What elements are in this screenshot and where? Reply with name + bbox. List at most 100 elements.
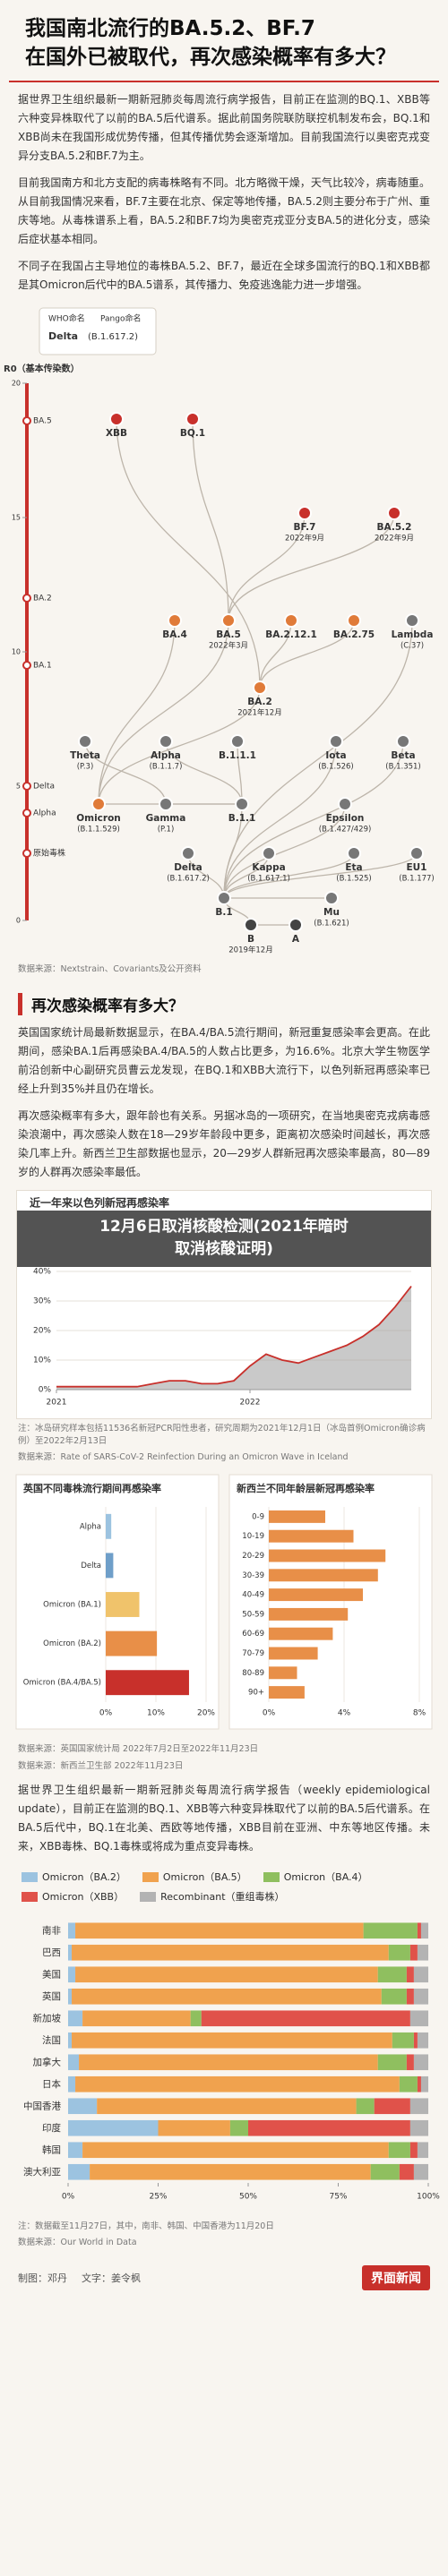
variant-name: A <box>292 934 300 945</box>
bar-segment <box>68 2119 159 2136</box>
bar-segment <box>68 2054 80 2070</box>
bar-segment <box>158 2119 230 2136</box>
tick-label: 10 <box>12 648 21 656</box>
variant-node <box>230 734 245 749</box>
lineage-link <box>98 620 176 805</box>
bar <box>269 1511 325 1524</box>
legend-item: Omicron（XBB） <box>22 1889 124 1904</box>
variant-name: B.1 <box>215 907 232 918</box>
bar-segment <box>229 2119 248 2136</box>
variant-lineage: (B.1.525) <box>336 875 372 884</box>
variant-node <box>396 734 410 749</box>
bar-segment <box>82 2142 389 2158</box>
variant-lineage: (B.1.617.2) <box>167 875 210 884</box>
bar-segment <box>417 1944 428 1961</box>
variant-name: Gamma <box>146 813 186 824</box>
variant-node <box>289 918 303 933</box>
variant-node <box>329 734 343 749</box>
y-tick-label: 印度 <box>42 2122 61 2134</box>
variant-name: BQ.1 <box>180 428 205 439</box>
paragraph: 英国国家统计局最新数据显示，在BA.4/BA.5流行期间，新冠重复感染率会更高。… <box>18 1025 430 1095</box>
paragraph: 不同子在我国占主导地位的毒株BA.5.2、BF.7，最近在全球多国流行的BQ.1… <box>18 260 430 292</box>
bar-segment <box>72 2032 392 2049</box>
r0-label: Delta <box>33 783 55 792</box>
legend-label: Pango命名 <box>100 313 141 324</box>
section-heading: 再次感染概率有多大？ <box>18 992 430 1015</box>
variant-name: B.1.1.1 <box>219 750 256 761</box>
bar <box>106 1514 112 1540</box>
variant-lineage: (B.1.427/429) <box>319 826 372 834</box>
variant-lineage: (B.1.1.529) <box>77 826 120 834</box>
y-tick-label: 美国 <box>42 1968 61 1980</box>
lineage-link <box>259 620 292 689</box>
section-text: 英国国家统计局最新数据显示，在BA.4/BA.5流行期间，新冠重复感染率会更高。… <box>0 1023 448 1182</box>
variant-node <box>159 797 173 812</box>
legend-item: Omicron（BA.4） <box>263 1870 368 1884</box>
bar-segment <box>417 1922 421 1938</box>
legend: Omicron（BA.2） Omicron（BA.5） Omicron（BA.4） O… <box>0 1864 448 1909</box>
r0-point <box>22 661 31 671</box>
variant-name: Delta <box>174 862 202 873</box>
bar-segment <box>90 2163 371 2180</box>
variant-lineage: (P.1) <box>158 826 175 834</box>
tick-label: 15 <box>12 514 21 522</box>
legend-swatch <box>140 1892 157 1903</box>
bar <box>106 1553 114 1579</box>
credits: 制图：邓丹 文字：姜令枫 界面新闻 <box>0 2253 448 2303</box>
legend-label: Recombinant（重组毒株） <box>160 1890 285 1903</box>
bar-segment <box>363 1922 418 1938</box>
bar-segment <box>68 2010 83 2026</box>
tick-label: 20 <box>12 380 21 388</box>
legend-example: Delta <box>48 330 78 342</box>
variant-name: Lambda <box>392 629 434 640</box>
bar <box>269 1569 378 1582</box>
legend-label: Omicron（BA.4） <box>283 1870 368 1883</box>
variant-name: Omicron <box>76 813 121 824</box>
variant-date: 2022年9月 <box>285 534 324 543</box>
x-tick-label: 75% <box>329 2192 347 2201</box>
lineage-link <box>223 853 418 899</box>
bar <box>269 1530 354 1544</box>
header: 我国南北流行的BA.5.2、BF.7 在国外已被取代，再次感染概率有多大？ <box>9 0 439 83</box>
variant-lineage: (B.1.617.1) <box>247 875 290 884</box>
y-tick-label: 90+ <box>248 1689 264 1698</box>
paragraph: 目前我国南方和北方支配的病毒株略有不同。北方略微干燥，天气比较冷，病毒随重。从目… <box>18 176 430 246</box>
variant-node <box>297 506 312 521</box>
area-line <box>56 1285 412 1388</box>
source: 数据来源：英国国家统计局 2022年7月2日至2022年11月23日 <box>18 1744 259 1755</box>
lineage-link <box>192 419 229 621</box>
lineage-link <box>228 513 395 621</box>
bar-segment <box>68 2163 90 2180</box>
variant-node <box>387 506 401 521</box>
y-tick-label: 英国 <box>42 1990 61 2002</box>
y-tick-label: Omicron (BA.4/BA.5) <box>23 1679 101 1688</box>
variant-date: 2021年12月 <box>237 708 281 718</box>
source: 数据来源：Nextstrain、Covariants及公开资料 <box>18 964 202 975</box>
y-tick-label: 50-59 <box>242 1611 264 1620</box>
variant-name: BF.7 <box>294 522 316 533</box>
bar-segment <box>413 1966 428 1982</box>
lineage-link <box>223 804 243 899</box>
variant-node <box>324 891 339 906</box>
bar-segment <box>381 1988 407 2005</box>
chart-title: 近一年来以色列新冠再感染率 <box>30 1195 169 1209</box>
legend-box <box>39 307 157 355</box>
bar-segment <box>406 2054 414 2070</box>
variant-lineage: (B.1.1.7) <box>150 763 183 772</box>
lineage-link <box>98 688 261 805</box>
x-tick-label: 10% <box>147 1709 165 1718</box>
bar-segment <box>374 2098 410 2114</box>
bar <box>106 1670 189 1696</box>
variant-node <box>168 613 182 629</box>
legend-item: Omicron（BA.2） <box>22 1870 126 1884</box>
source: 数据来源：Our World in Data <box>18 2238 137 2248</box>
legend-swatch <box>22 1872 38 1883</box>
legend-swatch <box>142 1872 159 1883</box>
israel-chart-box: 近一年来以色列新冠再感染率 0% 10% 20% 30% 40% 2021 2022 12月6… <box>16 1189 432 1419</box>
bar-segment <box>409 2098 428 2114</box>
variant-node <box>109 412 124 427</box>
paragraph: 据世界卫生组织最新一期新冠肺炎每周流行病学报告（weekly epidemiol… <box>18 1783 430 1853</box>
variant-date: 2019年12月 <box>228 946 272 955</box>
area <box>56 1286 411 1390</box>
variant-date: 2022年9月 <box>375 534 414 543</box>
